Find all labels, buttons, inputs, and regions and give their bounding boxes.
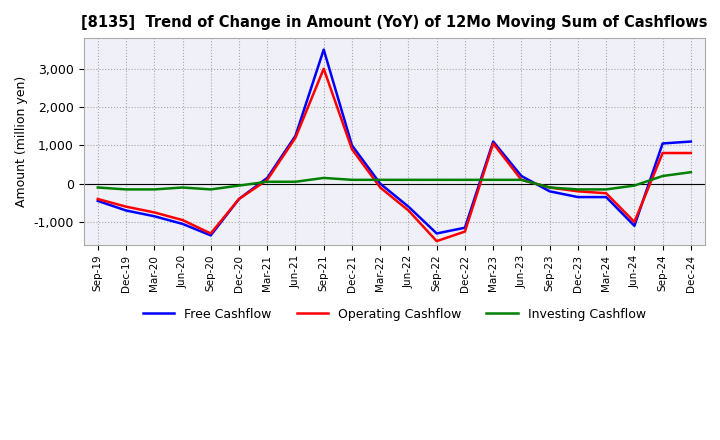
Free Cashflow <box>517 173 526 179</box>
Operating Cashflow <box>376 185 384 190</box>
Investing Cashflow <box>658 173 667 179</box>
Investing Cashflow <box>630 183 639 188</box>
Investing Cashflow <box>687 169 696 175</box>
Y-axis label: Amount (million yen): Amount (million yen) <box>15 76 28 207</box>
Operating Cashflow <box>94 196 102 202</box>
Free Cashflow <box>489 139 498 144</box>
Investing Cashflow <box>404 177 413 183</box>
Investing Cashflow <box>574 187 582 192</box>
Operating Cashflow <box>404 208 413 213</box>
Operating Cashflow <box>630 219 639 224</box>
Free Cashflow <box>94 198 102 204</box>
Free Cashflow <box>207 233 215 238</box>
Investing Cashflow <box>376 177 384 183</box>
Free Cashflow <box>461 225 469 231</box>
Free Cashflow <box>122 208 130 213</box>
Investing Cashflow <box>150 187 158 192</box>
Operating Cashflow <box>433 238 441 244</box>
Operating Cashflow <box>320 66 328 71</box>
Line: Investing Cashflow: Investing Cashflow <box>98 172 691 189</box>
Investing Cashflow <box>94 185 102 190</box>
Operating Cashflow <box>545 185 554 190</box>
Free Cashflow <box>150 213 158 219</box>
Operating Cashflow <box>348 147 356 152</box>
Investing Cashflow <box>461 177 469 183</box>
Free Cashflow <box>687 139 696 144</box>
Title: [8135]  Trend of Change in Amount (YoY) of 12Mo Moving Sum of Cashflows: [8135] Trend of Change in Amount (YoY) o… <box>81 15 708 30</box>
Free Cashflow <box>404 204 413 209</box>
Free Cashflow <box>545 189 554 194</box>
Investing Cashflow <box>122 187 130 192</box>
Investing Cashflow <box>517 177 526 183</box>
Free Cashflow <box>574 194 582 200</box>
Operating Cashflow <box>574 189 582 194</box>
Investing Cashflow <box>291 179 300 184</box>
Operating Cashflow <box>461 229 469 234</box>
Investing Cashflow <box>178 185 186 190</box>
Operating Cashflow <box>150 210 158 215</box>
Investing Cashflow <box>207 187 215 192</box>
Line: Free Cashflow: Free Cashflow <box>98 50 691 235</box>
Operating Cashflow <box>517 177 526 183</box>
Operating Cashflow <box>122 204 130 209</box>
Free Cashflow <box>630 223 639 228</box>
Investing Cashflow <box>320 175 328 180</box>
Operating Cashflow <box>602 191 611 196</box>
Free Cashflow <box>291 133 300 139</box>
Free Cashflow <box>348 143 356 148</box>
Line: Operating Cashflow: Operating Cashflow <box>98 69 691 241</box>
Operating Cashflow <box>291 135 300 140</box>
Free Cashflow <box>320 47 328 52</box>
Operating Cashflow <box>489 141 498 146</box>
Operating Cashflow <box>207 231 215 236</box>
Free Cashflow <box>263 175 271 180</box>
Investing Cashflow <box>489 177 498 183</box>
Free Cashflow <box>433 231 441 236</box>
Investing Cashflow <box>433 177 441 183</box>
Investing Cashflow <box>348 177 356 183</box>
Investing Cashflow <box>602 187 611 192</box>
Legend: Free Cashflow, Operating Cashflow, Investing Cashflow: Free Cashflow, Operating Cashflow, Inves… <box>138 303 651 326</box>
Free Cashflow <box>658 141 667 146</box>
Free Cashflow <box>235 196 243 202</box>
Free Cashflow <box>178 221 186 227</box>
Operating Cashflow <box>687 150 696 156</box>
Operating Cashflow <box>263 177 271 183</box>
Operating Cashflow <box>235 196 243 202</box>
Free Cashflow <box>376 181 384 186</box>
Operating Cashflow <box>178 217 186 223</box>
Investing Cashflow <box>263 179 271 184</box>
Investing Cashflow <box>545 185 554 190</box>
Operating Cashflow <box>658 150 667 156</box>
Free Cashflow <box>602 194 611 200</box>
Investing Cashflow <box>235 183 243 188</box>
